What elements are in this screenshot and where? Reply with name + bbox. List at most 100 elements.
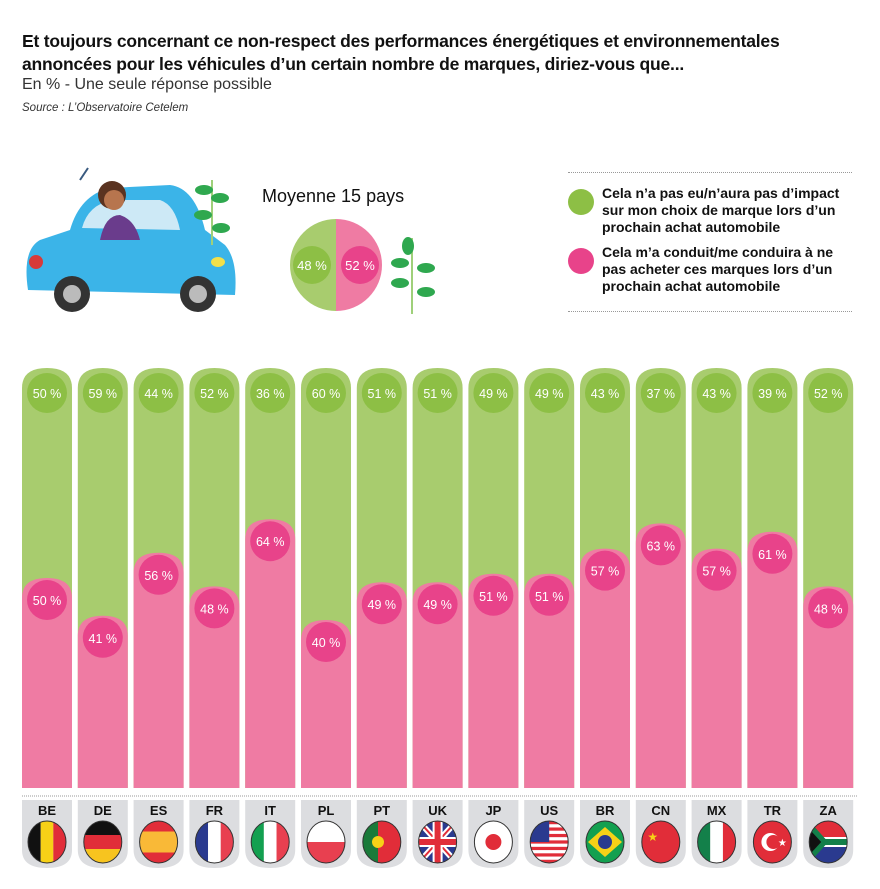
bar-segment-pink: [412, 582, 463, 788]
bar-TR: 39 % 61 %: [747, 368, 798, 788]
value-dot-pink: [194, 588, 235, 629]
country-tab-CN: CN ★: [635, 800, 686, 868]
flag-part: [195, 821, 209, 863]
flag-part: [418, 839, 457, 845]
flag-part: [83, 849, 122, 863]
flag-part: [251, 821, 264, 863]
bar-ZA: 52 % 48 %: [803, 368, 854, 788]
tick-label: TR: [764, 803, 782, 818]
data-label-green: 59 %: [89, 387, 118, 401]
flag-part: ★: [778, 838, 787, 849]
data-label-green: 49 %: [479, 387, 508, 401]
value-dot-pink: [417, 584, 458, 625]
flag-outline: [83, 820, 123, 864]
bar-segment-pink: [356, 582, 407, 788]
flag-outline: [418, 820, 458, 864]
data-label-pink: 56 %: [144, 569, 173, 583]
value-dot-green: [27, 373, 67, 413]
flag-es-icon: [139, 821, 178, 863]
flag-part: [641, 821, 680, 863]
data-label-pink: 40 %: [312, 636, 341, 650]
flag-part: [307, 821, 345, 842]
flag-part: [530, 859, 569, 863]
flag-mx-icon: [697, 821, 736, 863]
data-label-pink: 57 %: [591, 565, 620, 579]
country-tab-IT: IT: [245, 800, 296, 868]
data-label-pink: 64 %: [256, 535, 285, 549]
bar-BE: 50 % 50 %: [22, 368, 72, 788]
pie-label-pink: 52 %: [345, 258, 375, 273]
flag-us-icon: [530, 821, 569, 863]
tick-label: PL: [318, 803, 335, 818]
data-label-green: 52 %: [814, 387, 843, 401]
flag-be-icon: [28, 821, 66, 863]
bar-US: 49 % 51 %: [524, 368, 575, 788]
value-dot-green: [361, 373, 402, 413]
value-dot-pink: [82, 617, 123, 658]
bar-UK: 51 % 49 %: [412, 368, 463, 788]
pink-dot-icon: [568, 248, 594, 274]
value-dot-pink: [585, 550, 625, 591]
flag-outline: [306, 820, 346, 864]
flag-part: [263, 821, 277, 863]
flag-part: [53, 821, 66, 863]
flag-tr-icon: ★: [753, 821, 792, 863]
value-dot-green: [808, 373, 849, 413]
flag-part: [372, 836, 384, 848]
value-dot-pink: [473, 575, 514, 616]
flag-de-icon: [83, 821, 122, 863]
value-dot-green: [194, 373, 235, 413]
flag-outline: [529, 820, 569, 864]
data-label-pink: 61 %: [758, 548, 787, 562]
flag-it-icon: [251, 821, 290, 863]
bar-segment-pink: [635, 523, 686, 788]
flag-fr-icon: [195, 821, 234, 863]
flag-outline: [194, 820, 234, 864]
tick-label: IT: [264, 803, 276, 818]
data-label-pink: 41 %: [89, 632, 118, 646]
flag-part: [697, 821, 711, 863]
tick-label: DE: [94, 803, 112, 818]
chart-subtitle: En % - Une seule réponse possible: [22, 76, 272, 93]
flag-part: [710, 821, 723, 863]
tick-label: UK: [428, 803, 447, 818]
tick-label: MX: [707, 803, 727, 818]
country-tab-DE: DE: [77, 800, 128, 868]
data-label-pink: 51 %: [479, 590, 508, 604]
country-tab-PT: PT: [356, 800, 407, 868]
tick-label: BR: [596, 803, 615, 818]
flag-outline: [697, 820, 737, 864]
value-dot-green: [529, 373, 570, 413]
data-label-pink: 57 %: [702, 565, 731, 579]
bar-segment-pink: [580, 548, 630, 788]
legend-label: Cela m’a conduit/me conduira à ne pas ac…: [602, 244, 834, 294]
flag-za-icon: [809, 821, 848, 863]
country-tab-ZA: ZA: [803, 800, 854, 868]
bar-segment-pink: [189, 586, 240, 788]
bar-IT: 36 % 64 %: [245, 368, 296, 788]
value-dot-pink: [250, 521, 291, 562]
value-dot-pink: [752, 533, 793, 574]
flag-outline: [473, 820, 513, 864]
country-tab-MX: MX: [691, 800, 742, 868]
value-dot-pink: [27, 580, 67, 620]
flag-part: [307, 842, 345, 863]
flag-part: [530, 853, 569, 857]
flag-pt-icon: [362, 821, 401, 863]
legend-item-avoid-brands: Cela m’a conduit/me conduira à ne pas ac…: [568, 244, 852, 295]
country-tab-BR: BR: [580, 800, 630, 868]
data-label-green: 51 %: [423, 387, 452, 401]
value-dot-pink: [361, 584, 402, 625]
flag-uk-icon: [418, 821, 457, 863]
value-dot-green: [752, 373, 793, 413]
flag-part: [722, 821, 736, 863]
country-tab-US: US: [524, 800, 575, 868]
legend: Cela n’a pas eu/n’aura pas d’impact sur …: [568, 172, 852, 312]
flag-cn-icon: ★: [641, 821, 680, 863]
value-dot-green: [306, 373, 346, 413]
flag-outline: [641, 820, 681, 864]
value-dot-green: [250, 373, 291, 413]
country-tab-TR: TR ★: [747, 800, 798, 868]
data-label-green: 43 %: [591, 387, 620, 401]
tick-label: BE: [38, 803, 56, 818]
